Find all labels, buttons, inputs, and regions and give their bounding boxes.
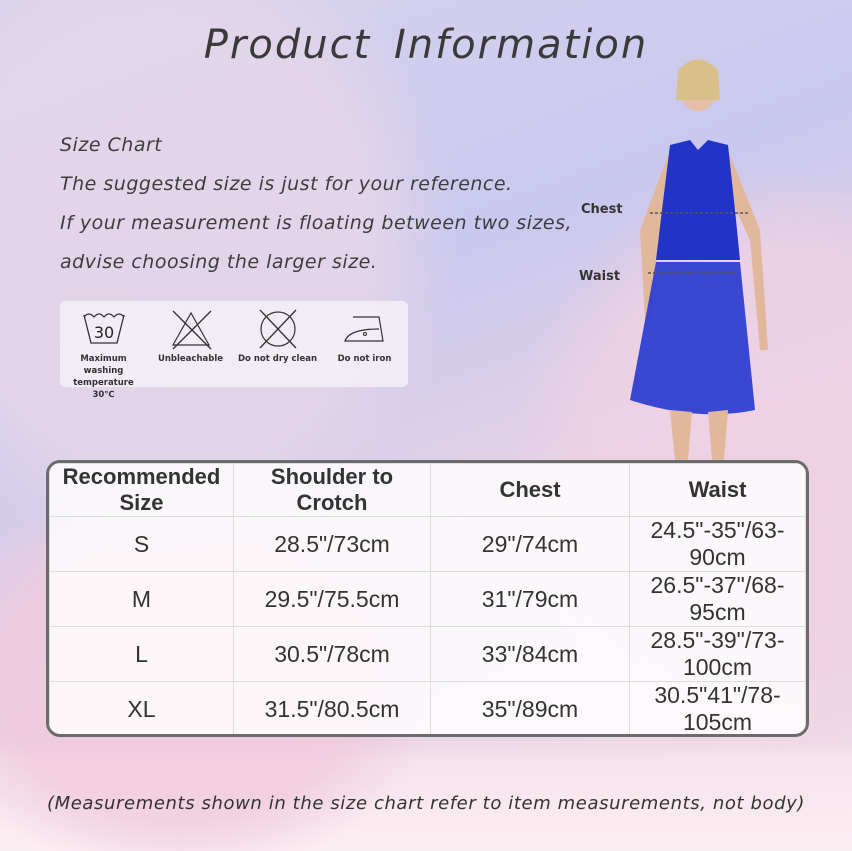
chest-label: Chest xyxy=(581,202,623,217)
cell-waist: 32.5"-43"/83-110cm xyxy=(630,737,806,738)
intro-line: If your measurement is floating between … xyxy=(60,212,573,234)
header-chest: Chest xyxy=(430,463,630,517)
cell-chest: 37"/94cm xyxy=(431,737,630,738)
cell-size: S xyxy=(49,516,234,572)
cell-waist: 30.5"41"/78-105cm xyxy=(629,681,806,734)
intro-line: advise choosing the larger size. xyxy=(60,251,378,273)
cell-shoulder-to-crotch: 29.5"/75.5cm xyxy=(233,571,431,627)
care-label: Maximum washing xyxy=(80,354,127,376)
cell-waist: 26.5"-37"/68-95cm xyxy=(629,571,806,627)
care-label: temperature 30℃ xyxy=(73,378,134,400)
table-row: XXL32.5"/83cm37"/94cm32.5"-43"/83-110cm xyxy=(50,737,806,738)
page-title: Product Information xyxy=(203,22,649,68)
header-waist: Waist xyxy=(629,463,806,517)
care-label: Unbleachable xyxy=(157,354,224,364)
cell-size: L xyxy=(49,626,234,682)
care-instructions: 30 Maximum washing temperature 30℃ Unblea… xyxy=(60,301,408,400)
wash-temperature-number: 30 xyxy=(93,323,113,342)
cell-shoulder-to-crotch: 28.5"/73cm xyxy=(233,516,431,572)
care-item-bleach: Unbleachable xyxy=(151,307,231,365)
care-label: Do not dry clean xyxy=(237,354,318,364)
table-body: S 28.5"/73cm 29"/74cm 24.5"-35"/63-90cm M 29.… xyxy=(49,516,806,738)
waist-label: Waist xyxy=(579,269,621,284)
no-dry-clean-icon xyxy=(259,309,296,349)
size-chart-heading: Size Chart xyxy=(60,134,163,156)
table-row: L 30.5"/78cm 33"/84cm 28.5"-39"/73-100cm xyxy=(49,626,806,682)
care-item-wash: 30 Maximum washing temperature 30℃ xyxy=(64,307,144,401)
size-table: Recommended Size Shoulder to Crotch Ches… xyxy=(46,460,809,737)
table-row: S 28.5"/73cm 29"/74cm 24.5"-35"/63-90cm xyxy=(49,516,806,572)
cell-chest: 33"/84cm xyxy=(430,626,630,682)
table-row: M 29.5"/75.5cm 31"/79cm 26.5"-37"/68-95cm xyxy=(49,571,806,627)
care-item-iron: Do not iron xyxy=(325,307,405,365)
cell-size: XXL xyxy=(50,737,234,738)
cell-size: XL xyxy=(49,681,234,734)
cell-chest: 29"/74cm xyxy=(430,516,630,572)
table-row: XL 31.5"/80.5cm 35"/89cm 30.5"41"/78-105cm xyxy=(49,681,806,734)
cell-shoulder-to-crotch: 30.5"/78cm xyxy=(233,626,431,682)
cell-shoulder-to-crotch: 32.5"/83cm xyxy=(234,737,431,738)
wash-30-icon: 30 xyxy=(82,313,125,344)
cell-size: M xyxy=(49,571,234,627)
no-bleach-icon xyxy=(171,310,211,350)
cell-shoulder-to-crotch: 31.5"/80.5cm xyxy=(233,681,431,734)
no-iron-icon xyxy=(343,316,384,342)
care-label: Do not iron xyxy=(337,354,392,364)
header-shoulder-to-crotch: Shoulder to Crotch xyxy=(233,463,431,517)
cell-chest: 35"/89cm xyxy=(430,681,630,734)
cell-chest: 31"/79cm xyxy=(430,571,630,627)
care-item-dry-clean: Do not dry clean xyxy=(238,307,318,365)
header-size: Recommended Size xyxy=(49,463,234,517)
measurement-note: (Measurements shown in the size chart re… xyxy=(47,793,805,814)
cell-waist: 24.5"-35"/63-90cm xyxy=(629,516,806,572)
size-intro: Size Chart The suggested size is just fo… xyxy=(60,126,572,282)
cell-waist: 28.5"-39"/73-100cm xyxy=(629,626,806,682)
model-dress-illustration xyxy=(630,59,768,460)
table-header-row: Recommended Size Shoulder to Crotch Ches… xyxy=(49,463,806,517)
intro-line: The suggested size is just for your refe… xyxy=(60,173,513,195)
model-photo: Chest Waist xyxy=(579,50,830,460)
